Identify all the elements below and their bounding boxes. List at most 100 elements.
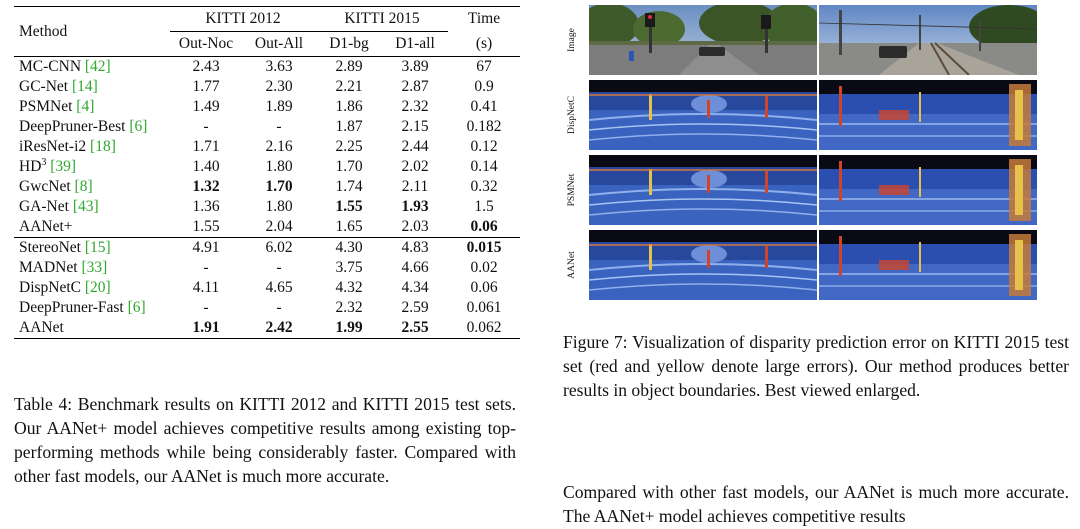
table-cell: 1.80 — [265, 158, 293, 175]
table-cell: 1.5 — [474, 198, 494, 215]
method-name: GwcNet [8] — [19, 178, 93, 195]
citation-link[interactable]: [14] — [71, 78, 98, 95]
citation-link[interactable]: [39] — [50, 158, 77, 175]
table-row: iResNet-i2 [18] 1.71 2.16 2.25 2.44 0.12 — [14, 137, 520, 157]
table-cell: 1.91 — [192, 319, 220, 336]
table-cell: 1.36 — [192, 198, 220, 215]
table-cell: 4.65 — [265, 279, 293, 296]
citation-link[interactable]: [20] — [84, 279, 111, 296]
table-row: StereoNet [15] 4.91 6.02 4.30 4.83 0.015 — [14, 237, 520, 259]
table-cell: 4.32 — [335, 279, 363, 296]
row-label-psmnet: PSMNet — [567, 173, 577, 207]
table-cell: 2.11 — [401, 178, 429, 195]
table-cell: 0.015 — [466, 239, 502, 256]
method-name: MADNet [33] — [19, 259, 108, 276]
citation-link[interactable]: [6] — [127, 299, 146, 316]
citation-link[interactable]: [42] — [84, 58, 111, 75]
table-cell: 3.75 — [335, 259, 363, 276]
method-name: GC-Net [14] — [19, 78, 98, 95]
table-cell: 6.02 — [265, 239, 293, 256]
table-row: HD3 [39] 1.40 1.80 1.70 2.02 0.14 — [14, 157, 520, 177]
table-cell: 1.55 — [335, 198, 363, 215]
table-cell: 1.74 — [335, 178, 363, 195]
table-cell: 1.77 — [192, 78, 220, 95]
table-row: GwcNet [8] 1.32 1.70 1.74 2.11 0.32 — [14, 177, 520, 197]
table-cell: 2.21 — [335, 78, 363, 95]
table-cell: 0.12 — [470, 138, 498, 155]
error-map-aanet-right — [819, 230, 1037, 300]
table-cell: 0.32 — [470, 178, 498, 195]
table-cell: 2.32 — [335, 299, 363, 316]
error-map-dispnetc-left — [589, 80, 817, 150]
table-row: DeepPruner-Fast [6] - - 2.32 2.59 0.061 — [14, 298, 520, 318]
table-cell: 1.70 — [335, 158, 363, 175]
table-cell: 2.42 — [265, 319, 293, 336]
table-row: DeepPruner-Best [6] - - 1.87 2.15 0.182 — [14, 117, 520, 137]
header-d1-bg: D1-bg — [329, 35, 369, 52]
benchmark-table: Method KITTI 2012 KITTI 2015 Time Out-No… — [14, 6, 520, 339]
method-name: DeepPruner-Best [6] — [19, 118, 148, 135]
table-cell: 3.63 — [265, 58, 293, 75]
table-cell: 1.80 — [265, 198, 293, 215]
error-map-psmnet-right — [819, 155, 1037, 225]
table-cell: 1.71 — [192, 138, 220, 155]
citation-link[interactable]: [43] — [72, 198, 99, 215]
table-cell: 1.99 — [335, 319, 363, 336]
table-cell: 2.87 — [401, 78, 429, 95]
citation-link[interactable]: [8] — [74, 178, 93, 195]
row-label-aanet: AANet — [567, 251, 577, 279]
error-map-psmnet-left — [589, 155, 817, 225]
table-cell: 1.65 — [335, 218, 363, 235]
header-out-noc: Out-Noc — [178, 35, 234, 52]
header-method: Method — [19, 22, 68, 40]
table-row: AANet+ 1.55 2.04 1.65 2.03 0.06 — [14, 217, 520, 238]
table-group-fast: StereoNet [15] 4.91 6.02 4.30 4.83 0.015 MADNe… — [14, 237, 520, 339]
citation-link[interactable]: [4] — [76, 98, 95, 115]
table-cell: 4.30 — [335, 239, 363, 256]
table-cell: 2.59 — [401, 299, 429, 316]
table-cell: 0.061 — [466, 299, 502, 316]
method-name: StereoNet [15] — [19, 239, 111, 256]
table-cell: 2.44 — [401, 138, 429, 155]
table-cell: 1.40 — [192, 158, 220, 175]
citation-link[interactable]: [6] — [129, 118, 148, 135]
row-label-dispnetc: DispNetC — [567, 96, 577, 134]
table-cell: - — [203, 118, 209, 135]
table-cell: 2.04 — [265, 218, 293, 235]
method-name: DispNetC [20] — [19, 279, 111, 296]
image-street-left — [589, 5, 817, 75]
table-cell: 4.83 — [401, 239, 429, 256]
method-name: AANet — [19, 319, 64, 336]
citation-link[interactable]: [33] — [81, 259, 108, 276]
table-cell: 0.06 — [470, 279, 498, 296]
citation-link[interactable]: [18] — [90, 138, 116, 155]
table-cell: 2.55 — [401, 319, 429, 336]
figure-caption: Figure 7: Visualization of disparity pre… — [563, 332, 1069, 400]
table-cell: - — [276, 299, 282, 316]
table-cell: 2.32 — [401, 98, 429, 115]
table-cell: - — [203, 259, 209, 276]
table-cell: 0.02 — [470, 259, 498, 276]
error-map-aanet-left — [589, 230, 817, 300]
method-name: iResNet-i2 [18] — [19, 138, 116, 155]
table-cell: 4.34 — [401, 279, 429, 296]
table-row: AANet 1.91 2.42 1.99 2.55 0.062 — [14, 318, 520, 339]
table-cell: 1.93 — [401, 198, 429, 215]
table-row: MADNet [33] - - 3.75 4.66 0.02 — [14, 258, 520, 278]
table-row: DispNetC [20] 4.11 4.65 4.32 4.34 0.06 — [14, 278, 520, 298]
header-kitti2015: KITTI 2015 — [316, 6, 448, 32]
table-cell: - — [203, 299, 209, 316]
table-cell: 1.89 — [265, 98, 293, 115]
table-cell: 2.89 — [335, 58, 363, 75]
table-cell: 2.15 — [401, 118, 429, 135]
table-cell: 2.25 — [335, 138, 363, 155]
method-name: DeepPruner-Fast [6] — [19, 299, 146, 316]
table-cell: 0.14 — [470, 158, 498, 175]
table-cell: 1.70 — [265, 178, 293, 195]
row-label-image: Image — [567, 28, 577, 52]
table-cell: 0.06 — [470, 218, 498, 235]
body-paragraph: Compared with other fast models, our AAN… — [563, 482, 1069, 526]
citation-link[interactable]: [15] — [84, 239, 111, 256]
table-row: MC-CNN [42] 2.43 3.63 2.89 3.89 67 — [14, 57, 520, 78]
error-map-dispnetc-right — [819, 80, 1037, 150]
